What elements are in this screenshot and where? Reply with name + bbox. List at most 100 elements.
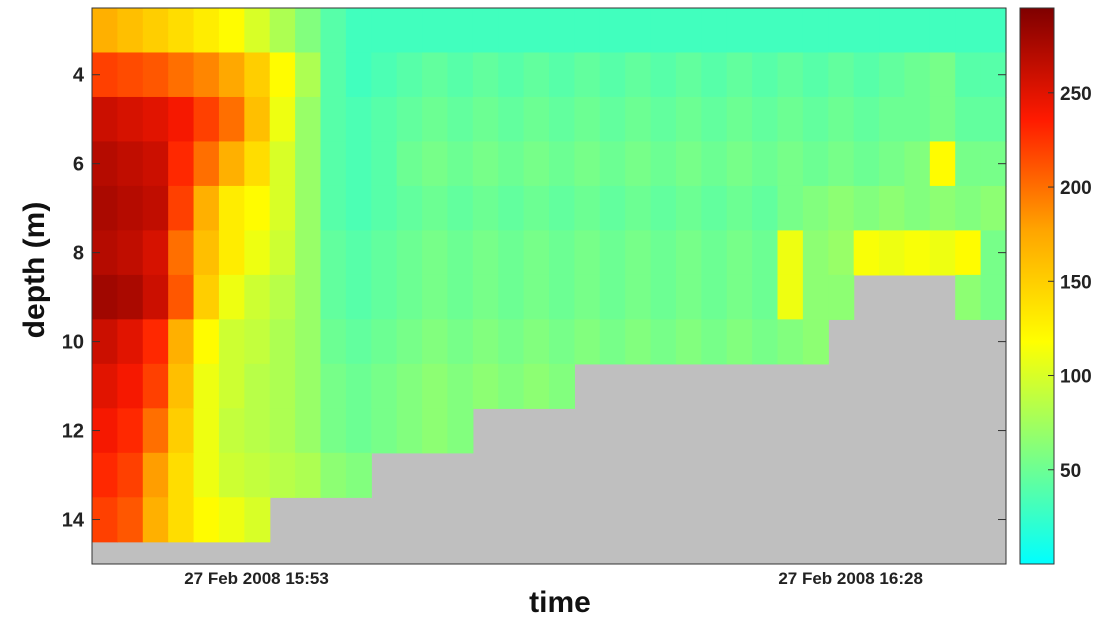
heatmap-cell bbox=[244, 363, 271, 409]
heatmap-cell bbox=[447, 319, 474, 365]
heatmap-cell bbox=[422, 8, 449, 54]
heatmap-cell bbox=[675, 230, 702, 276]
heatmap-cell bbox=[523, 230, 550, 276]
heatmap-cell bbox=[320, 363, 347, 409]
heatmap-cell bbox=[244, 408, 271, 454]
heatmap-cell bbox=[142, 96, 169, 143]
heatmap-cell bbox=[168, 8, 195, 54]
heatmap-cell bbox=[701, 230, 728, 276]
heatmap-cell bbox=[675, 96, 702, 143]
x-axis-title: time bbox=[529, 586, 591, 617]
heatmap-cell bbox=[879, 141, 906, 187]
heatmap-cell bbox=[269, 319, 296, 365]
heatmap-cell bbox=[955, 185, 982, 231]
heatmap-cell bbox=[168, 319, 195, 365]
heatmap-cell bbox=[879, 230, 906, 276]
heatmap-cell bbox=[828, 185, 855, 231]
heatmap-cell bbox=[117, 230, 144, 276]
heatmap-cell bbox=[193, 185, 220, 231]
heatmap-cell bbox=[168, 363, 195, 409]
heatmap-cell bbox=[320, 185, 347, 231]
heatmap-cell bbox=[599, 8, 626, 54]
heatmap-cell bbox=[320, 52, 347, 98]
y-tick-label: 14 bbox=[62, 510, 85, 532]
heatmap-cell bbox=[244, 185, 271, 231]
heatmap-cell bbox=[117, 497, 144, 543]
y-axis-ticks: 4 6 8 10 12 14 bbox=[62, 65, 1006, 532]
heatmap-cell bbox=[193, 319, 220, 365]
heatmap-cell bbox=[752, 52, 779, 98]
heatmap-cell bbox=[929, 185, 956, 231]
heatmap-cell bbox=[625, 185, 652, 231]
heatmap-cell bbox=[625, 141, 652, 187]
heatmap-cell bbox=[218, 274, 245, 320]
heatmap-cell bbox=[726, 274, 753, 320]
heatmap-cell bbox=[218, 408, 245, 454]
heatmap-cell bbox=[193, 52, 220, 98]
heatmap-cell bbox=[142, 319, 169, 365]
heatmap-cell bbox=[574, 8, 601, 54]
heatmap-cell bbox=[523, 141, 550, 187]
heatmap-cell bbox=[904, 185, 931, 231]
heatmap-cell bbox=[92, 274, 118, 320]
heatmap-cell bbox=[472, 141, 499, 187]
heatmap-cell bbox=[422, 363, 449, 409]
heatmap-cell bbox=[244, 141, 271, 187]
heatmap-cell bbox=[980, 96, 1007, 143]
heatmap-cell bbox=[142, 452, 169, 498]
y-tick-label: 8 bbox=[73, 243, 84, 265]
heatmap-cell bbox=[218, 185, 245, 231]
heatmap-cell bbox=[599, 319, 626, 365]
heatmap-plot-area bbox=[92, 8, 1007, 564]
heatmap-cell bbox=[599, 141, 626, 187]
heatmap-cell bbox=[853, 8, 880, 54]
heatmap-cell bbox=[802, 230, 829, 276]
heatmap-cell bbox=[218, 96, 245, 143]
heatmap-cell bbox=[447, 141, 474, 187]
heatmap-cell bbox=[904, 52, 931, 98]
heatmap-cell bbox=[777, 8, 804, 54]
heatmap-cell bbox=[675, 274, 702, 320]
heatmap-cell bbox=[955, 96, 982, 143]
heatmap-cell bbox=[498, 319, 525, 365]
heatmap-cell bbox=[295, 230, 322, 276]
heatmap-cell bbox=[295, 185, 322, 231]
heatmap-cell bbox=[828, 96, 855, 143]
heatmap-cell bbox=[447, 96, 474, 143]
heatmap-cell bbox=[295, 408, 322, 454]
heatmap-cell bbox=[726, 230, 753, 276]
heatmap-cell bbox=[828, 141, 855, 187]
heatmap-cell bbox=[218, 363, 245, 409]
heatmap-cell bbox=[472, 8, 499, 54]
heatmap-cell bbox=[777, 52, 804, 98]
heatmap-cell bbox=[269, 141, 296, 187]
heatmap-cell bbox=[549, 363, 575, 409]
heatmap-cell bbox=[879, 185, 906, 231]
heatmap-cell bbox=[117, 141, 144, 187]
heatmap-cell bbox=[447, 408, 474, 454]
colorbar-tick-label: 50 bbox=[1060, 461, 1081, 482]
heatmap-cell bbox=[574, 230, 601, 276]
heatmap-cell bbox=[980, 185, 1007, 231]
colorbar-tick-label: 250 bbox=[1060, 84, 1092, 105]
heatmap-cell bbox=[472, 363, 499, 409]
heatmap-cell bbox=[422, 274, 449, 320]
heatmap-cell bbox=[269, 185, 296, 231]
heatmap-cell bbox=[92, 8, 118, 54]
heatmap-cell bbox=[752, 319, 779, 365]
heatmap-cell bbox=[904, 230, 931, 276]
heatmap-cell bbox=[980, 274, 1007, 320]
heatmap-cell bbox=[625, 319, 652, 365]
heatmap-cell bbox=[802, 141, 829, 187]
heatmap-cell bbox=[853, 52, 880, 98]
heatmap-cell bbox=[726, 185, 753, 231]
colorbar bbox=[1019, 7, 1055, 565]
heatmap-cell bbox=[726, 141, 753, 187]
heatmap-cell bbox=[142, 497, 169, 543]
heatmap-cell bbox=[879, 52, 906, 98]
heatmap-cell bbox=[345, 319, 372, 365]
heatmap-cell bbox=[599, 230, 626, 276]
heatmap-cell bbox=[574, 141, 601, 187]
heatmap-cell bbox=[345, 8, 372, 54]
